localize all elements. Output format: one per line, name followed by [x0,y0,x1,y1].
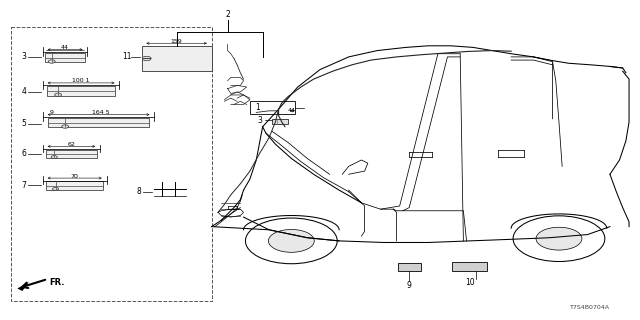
Text: 100 1: 100 1 [72,78,90,83]
Text: 2: 2 [225,10,230,19]
Circle shape [48,60,55,63]
Text: 7: 7 [21,181,26,190]
Text: 9: 9 [407,281,412,290]
Text: 6: 6 [21,149,26,158]
Text: 164 5: 164 5 [92,110,109,115]
Circle shape [52,187,59,190]
Text: 3: 3 [257,116,262,125]
Text: 1: 1 [255,103,260,112]
Circle shape [246,218,337,264]
Bar [47,86,115,96]
Text: 10: 10 [465,278,474,287]
Text: 62: 62 [68,142,76,147]
Bar [141,46,212,71]
Text: 4: 4 [21,87,26,96]
Bar [49,118,148,127]
Bar [45,149,97,158]
Circle shape [54,93,61,97]
Text: 8: 8 [136,187,141,196]
Circle shape [513,216,605,261]
Polygon shape [17,282,29,291]
Text: 9: 9 [49,110,53,115]
Bar [46,181,103,190]
Circle shape [536,227,582,250]
Text: T7S4B0704A: T7S4B0704A [570,305,610,310]
Circle shape [268,229,314,252]
Text: FR.: FR. [49,278,65,287]
Text: 70: 70 [71,174,79,179]
Text: 5: 5 [21,119,26,128]
Bar [452,261,487,271]
Text: 44: 44 [61,45,69,50]
Circle shape [142,56,151,61]
Bar [272,119,288,124]
Text: 3: 3 [21,52,26,61]
Text: 159: 159 [171,39,182,44]
Circle shape [61,125,68,128]
Bar [250,101,294,114]
Text: 44: 44 [287,108,295,113]
Bar [11,27,212,301]
Circle shape [51,156,58,159]
Bar [397,263,420,271]
Bar [45,53,85,62]
Text: 11: 11 [122,52,132,61]
